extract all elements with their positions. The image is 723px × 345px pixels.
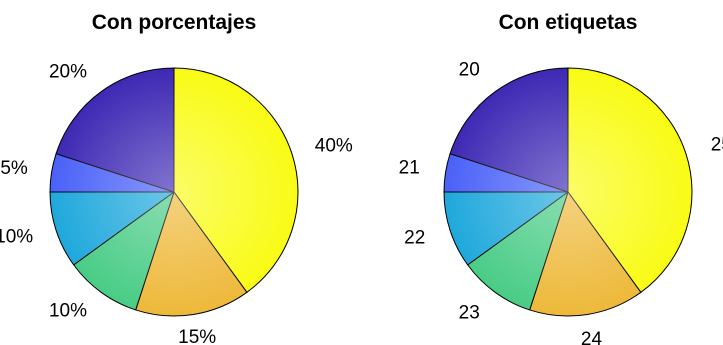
slice-label: 5% (0, 158, 28, 179)
slice-label: 40% (315, 135, 353, 156)
slice-label: 23 (459, 302, 480, 323)
pie-chart-labels: Con etiquetas 25 24 23 22 21 20 (399, 11, 723, 345)
chart-title: Con etiquetas (499, 11, 638, 34)
slice-label: 24 (581, 329, 603, 345)
slice-label: 21 (399, 158, 420, 179)
slice-label: 22 (404, 227, 425, 248)
slice-label: 20 (459, 60, 480, 81)
slice-label: 10% (49, 301, 87, 322)
chart-title: Con porcentajes (92, 11, 257, 34)
slice-label: 10% (0, 227, 33, 248)
slice-label: 15% (178, 327, 216, 345)
slice-label: 25 (711, 135, 723, 156)
pie-chart-percentages: Con porcentajes 40% 15% 10% 10% 5% 20% (0, 11, 353, 345)
slice-label: 20% (49, 61, 87, 82)
